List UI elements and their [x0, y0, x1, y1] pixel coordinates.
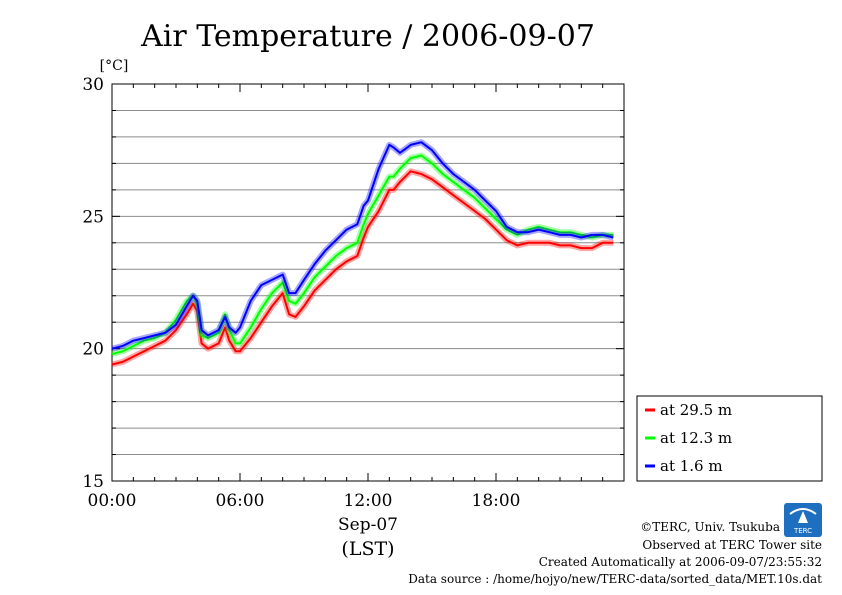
x-axis-zone-label: (LST) [341, 538, 394, 560]
series-line [111, 141, 614, 350]
axis-ticks: 15 20 25 30 00:00 06:00 12:00 18:00 [82, 75, 625, 511]
x-tick-label: 12:00 [344, 491, 393, 511]
series-line [111, 154, 614, 355]
y-tick-label: 15 [82, 472, 104, 492]
created-text: Created Automatically at 2006-09-07/23:5… [539, 555, 822, 569]
y-tick-label: 20 [82, 340, 104, 360]
x-tick-label: 06:00 [216, 491, 265, 511]
legend-label: at 29.5 m [660, 401, 732, 419]
x-axis-date-label: Sep-07 [338, 515, 398, 535]
legend: at 29.5 m at 12.3 m at 1.6 m [645, 401, 732, 475]
series-lines [111, 139, 615, 368]
x-tick-label: 00:00 [88, 491, 137, 511]
series-halo [111, 168, 614, 368]
y-axis-unit: [°C] [100, 58, 129, 74]
y-tick-label: 25 [82, 207, 104, 227]
source-text: Data source : /home/hojyo/new/TERC-data/… [408, 572, 822, 586]
terc-logo: TERC [784, 503, 822, 537]
copyright-text: ©TERC, Univ. Tsukuba [640, 520, 780, 534]
chart-title: Air Temperature / 2006-09-07 [140, 19, 595, 54]
gridlines [112, 109, 624, 456]
plot-frame [111, 83, 625, 482]
legend-box [636, 395, 823, 482]
legend-label: at 12.3 m [660, 429, 732, 447]
legend-label: at 1.6 m [660, 457, 723, 475]
x-tick-label: 18:00 [472, 491, 521, 511]
series-halo [111, 152, 614, 357]
logo-text: TERC [793, 527, 812, 535]
y-tick-label: 30 [82, 75, 104, 95]
observed-text: Observed at TERC Tower site [642, 538, 822, 552]
series-line [111, 170, 614, 366]
